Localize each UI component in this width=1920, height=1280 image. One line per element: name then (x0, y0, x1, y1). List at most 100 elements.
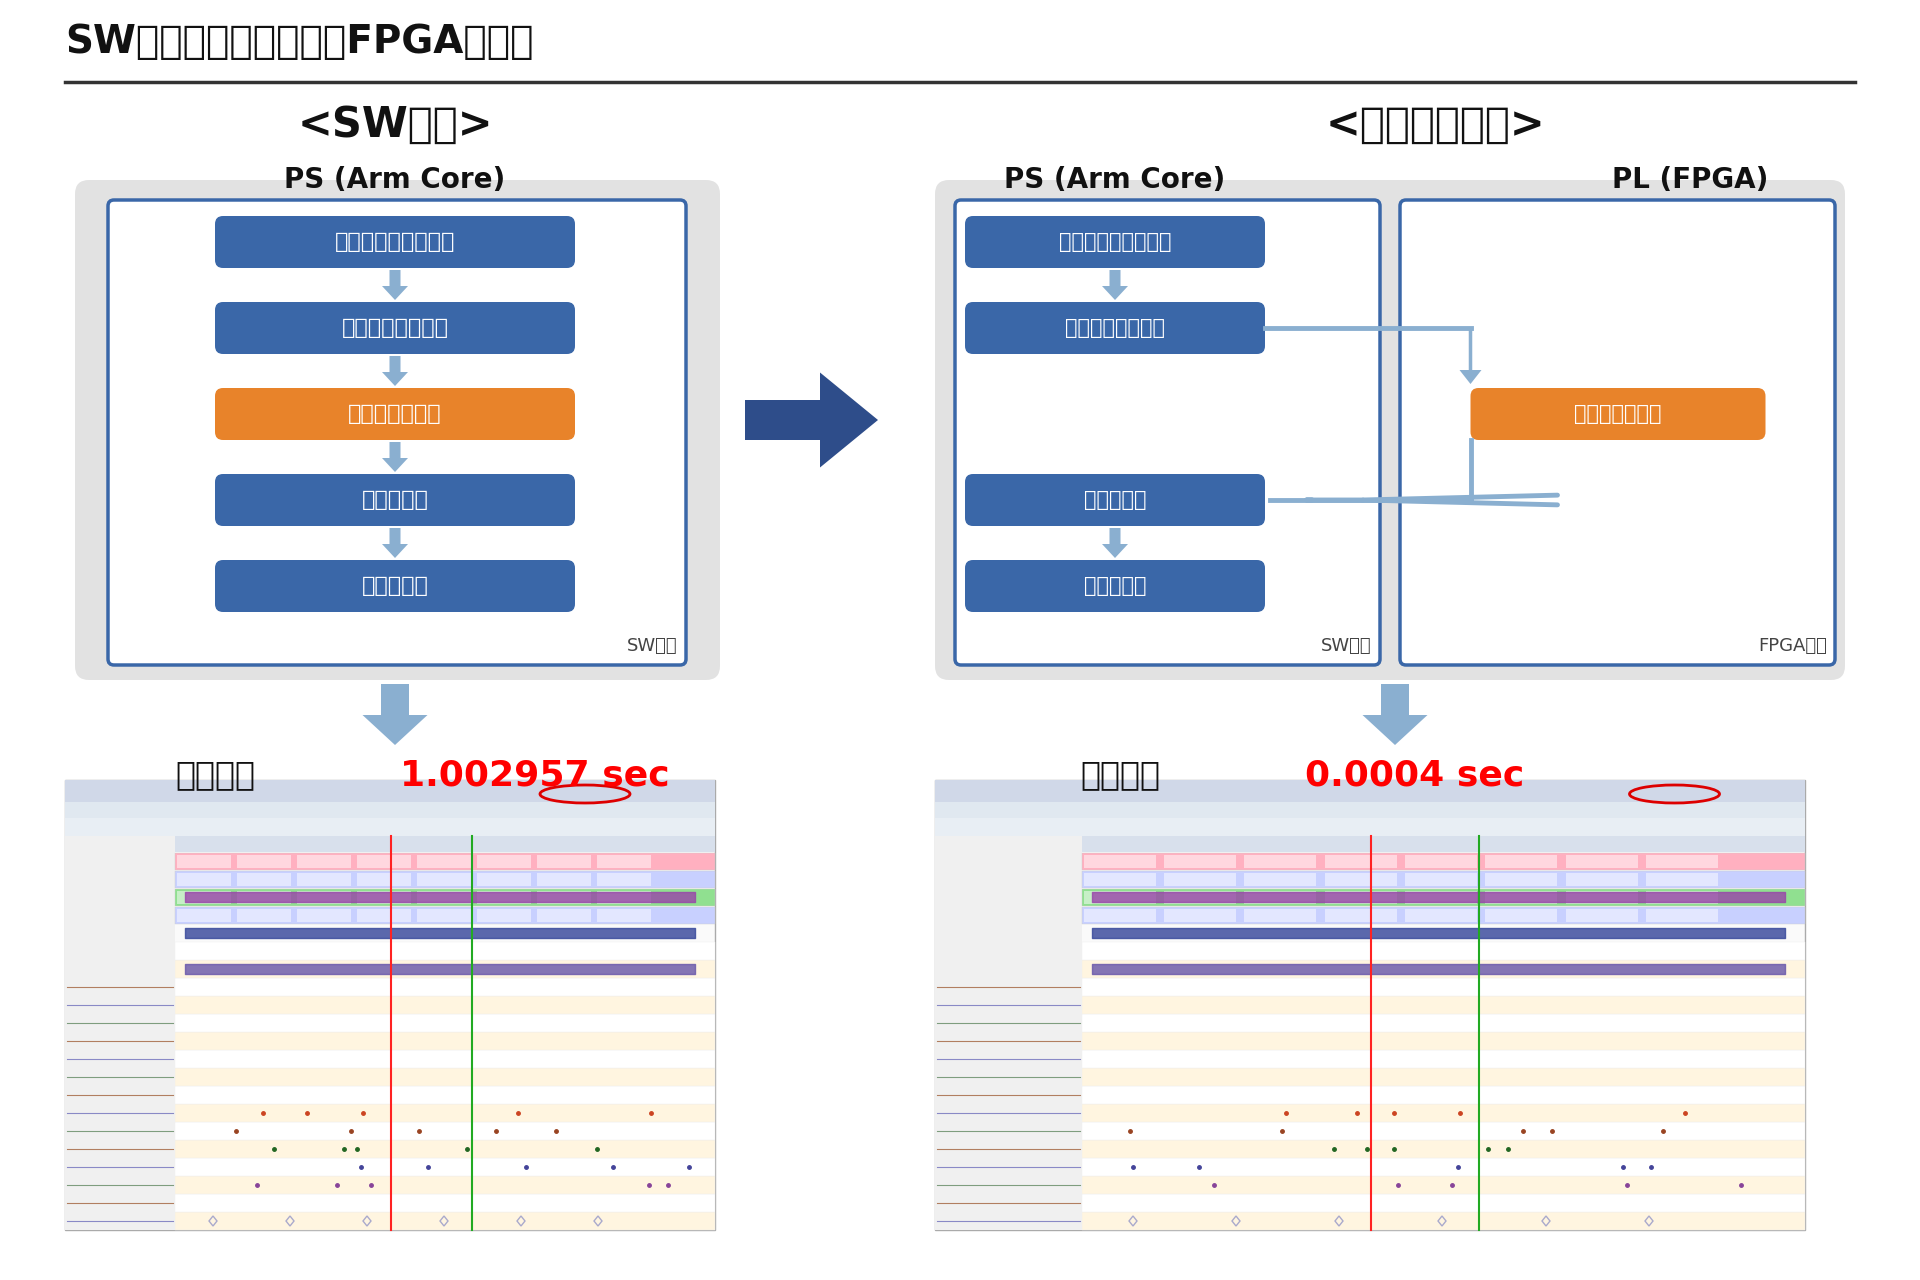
Bar (1484, 891, 1557, 904)
FancyBboxPatch shape (75, 180, 720, 680)
Bar (1645, 891, 1718, 904)
Bar (1567, 891, 1638, 904)
Bar (175, 836, 714, 852)
Bar (538, 891, 591, 904)
Text: 1.002957 sec: 1.002957 sec (399, 758, 670, 792)
Bar (935, 803, 1805, 818)
Bar (476, 909, 532, 922)
Bar (1645, 873, 1718, 886)
Bar (175, 852, 714, 870)
Bar (935, 780, 1805, 1230)
Bar (65, 818, 714, 836)
Bar (175, 1085, 714, 1103)
Bar (935, 818, 1805, 836)
Bar (1244, 855, 1315, 868)
Bar (935, 836, 1083, 1230)
Bar (1083, 1194, 1805, 1212)
Bar (476, 855, 532, 868)
Bar (1083, 870, 1805, 888)
Text: センサデータ取得: センサデータ取得 (1066, 317, 1165, 338)
Polygon shape (1363, 684, 1427, 745)
Bar (1083, 1176, 1805, 1194)
Bar (1083, 978, 1805, 996)
Text: 結果書込み: 結果書込み (361, 576, 428, 596)
FancyBboxPatch shape (215, 302, 574, 355)
Bar (298, 909, 351, 922)
Bar (298, 891, 351, 904)
Text: PS (Arm Core): PS (Arm Core) (284, 166, 505, 195)
Bar (538, 909, 591, 922)
Bar (175, 960, 714, 978)
Text: <高位合成処理>: <高位合成処理> (1325, 104, 1546, 146)
Bar (1083, 1103, 1805, 1123)
Bar (175, 890, 714, 906)
Bar (357, 909, 411, 922)
Text: データ補正: データ補正 (1083, 490, 1146, 509)
Polygon shape (745, 372, 877, 467)
Bar (1567, 909, 1638, 922)
Bar (1405, 855, 1476, 868)
Bar (1083, 1140, 1805, 1158)
Bar (177, 891, 230, 904)
Bar (1164, 873, 1236, 886)
FancyBboxPatch shape (215, 561, 574, 612)
Bar (1083, 1212, 1805, 1230)
Bar (175, 1032, 714, 1050)
Bar (1083, 852, 1805, 870)
FancyBboxPatch shape (954, 200, 1380, 666)
Bar (357, 855, 411, 868)
Bar (65, 780, 714, 803)
Text: PL (FPGA): PL (FPGA) (1611, 166, 1768, 195)
Bar (1083, 908, 1805, 924)
Bar (1244, 873, 1315, 886)
FancyBboxPatch shape (966, 561, 1265, 612)
Bar (1083, 1032, 1805, 1050)
Text: SW処理: SW処理 (628, 637, 678, 655)
Bar (177, 873, 230, 886)
Text: 実行時間: 実行時間 (175, 759, 255, 791)
Bar (1244, 909, 1315, 922)
Bar (1083, 942, 1805, 960)
FancyBboxPatch shape (215, 474, 574, 526)
Bar (1484, 855, 1557, 868)
Bar (1405, 909, 1476, 922)
Bar (1325, 855, 1398, 868)
Polygon shape (382, 356, 407, 387)
Bar (935, 780, 1805, 803)
Text: フレームデータ取得: フレームデータ取得 (1058, 232, 1171, 252)
Bar (1567, 873, 1638, 886)
Bar (175, 1103, 714, 1123)
Bar (597, 909, 651, 922)
Bar (597, 891, 651, 904)
Bar (1164, 855, 1236, 868)
Bar (476, 873, 532, 886)
Bar (417, 891, 470, 904)
Text: データ演算処理: データ演算処理 (348, 404, 442, 424)
Bar (175, 1194, 714, 1212)
Text: 0.0004 sec: 0.0004 sec (1306, 758, 1524, 792)
Text: FPGA処理: FPGA処理 (1759, 637, 1828, 655)
Text: データ演算処理: データ演算処理 (1574, 404, 1661, 424)
Bar (1164, 909, 1236, 922)
FancyBboxPatch shape (966, 474, 1265, 526)
Bar (1085, 909, 1156, 922)
Bar (236, 909, 292, 922)
Bar (175, 1212, 714, 1230)
Polygon shape (363, 684, 428, 745)
Bar (1164, 891, 1236, 904)
Polygon shape (382, 270, 407, 300)
Bar (175, 1140, 714, 1158)
Bar (476, 891, 532, 904)
Bar (1083, 836, 1805, 852)
Polygon shape (1102, 527, 1129, 558)
Bar (1083, 1085, 1805, 1103)
Bar (65, 803, 714, 818)
Text: 実行時間: 実行時間 (1079, 759, 1160, 791)
Bar (236, 855, 292, 868)
Bar (175, 996, 714, 1014)
Bar (65, 780, 714, 1230)
Bar (1645, 909, 1718, 922)
Bar (1567, 855, 1638, 868)
Bar (597, 873, 651, 886)
Bar (1085, 891, 1156, 904)
